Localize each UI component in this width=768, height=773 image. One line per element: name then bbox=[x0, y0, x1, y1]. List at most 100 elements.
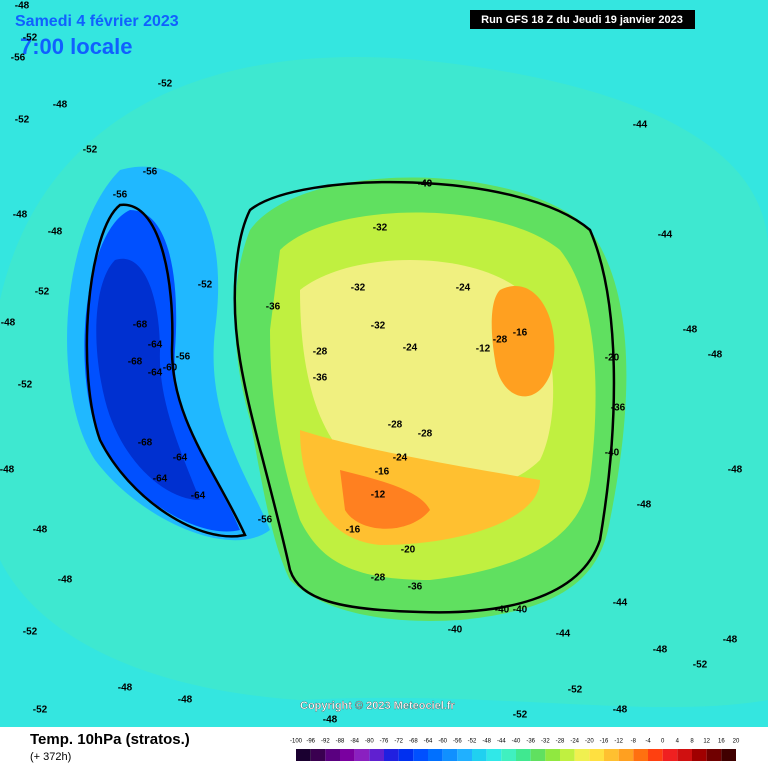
contour-label: -52 bbox=[23, 33, 38, 44]
warm-inner bbox=[300, 260, 554, 492]
contour-label: -48 bbox=[323, 715, 338, 726]
scale-swatch bbox=[589, 749, 604, 761]
scale-label: -20 bbox=[585, 739, 594, 745]
scale-swatch bbox=[530, 749, 546, 761]
contour-label: -24 bbox=[393, 453, 408, 464]
contour-label: -40 bbox=[448, 625, 463, 636]
contour-label: -52 bbox=[513, 710, 528, 721]
scale-label: -80 bbox=[365, 739, 374, 745]
contour-label: -52 bbox=[568, 685, 583, 696]
scale-label: -84 bbox=[350, 739, 359, 745]
contour-label: -40 bbox=[605, 448, 620, 459]
scale-swatch bbox=[442, 749, 458, 761]
scale-swatch bbox=[633, 749, 648, 761]
scale-swatch bbox=[296, 749, 311, 761]
contour-label: -48 bbox=[728, 465, 743, 476]
scale-swatch bbox=[721, 749, 736, 761]
scale-label: -68 bbox=[409, 739, 418, 745]
scale-swatch bbox=[560, 749, 575, 761]
contour-label: -64 bbox=[173, 453, 188, 464]
contour-label: -48 bbox=[48, 227, 63, 238]
contour-label: -44 bbox=[613, 598, 628, 609]
contour-label: -56 bbox=[258, 515, 273, 526]
scale-swatch bbox=[340, 749, 355, 761]
contour-label: -28 bbox=[313, 347, 328, 358]
lead-time: (+ 372h) bbox=[30, 751, 71, 763]
copyright: Copyright © 2023 Meteociel.fr bbox=[300, 700, 456, 712]
contour-label: -56 bbox=[11, 53, 26, 64]
contour-label: -48 bbox=[653, 645, 668, 656]
contour-label: -48 bbox=[118, 683, 133, 694]
contour-label: -68 bbox=[138, 438, 153, 449]
scale-label: -16 bbox=[600, 739, 609, 745]
contour-label: -56 bbox=[113, 190, 128, 201]
scale-swatch bbox=[706, 749, 722, 761]
scale-label: -56 bbox=[453, 739, 462, 745]
scale-label: -64 bbox=[424, 739, 433, 745]
scale-swatch bbox=[604, 749, 619, 761]
scale-swatch bbox=[648, 749, 663, 761]
contour-label: -24 bbox=[403, 343, 418, 354]
contour-label: -20 bbox=[401, 545, 416, 556]
scale-label: -52 bbox=[468, 739, 477, 745]
contour-label: -52 bbox=[15, 115, 30, 126]
scale-swatch bbox=[486, 749, 502, 761]
scale-label: -8 bbox=[631, 739, 637, 745]
contour-label: -48 bbox=[15, 1, 30, 12]
contour-label: -48 bbox=[708, 350, 723, 361]
scale-label: 0 bbox=[661, 739, 665, 745]
scale-swatch bbox=[413, 749, 428, 761]
forecast-time: 7:00 locale bbox=[20, 34, 133, 59]
contour-label: -48 bbox=[33, 525, 48, 536]
scale-swatch bbox=[428, 749, 443, 761]
scale-label: -44 bbox=[497, 739, 506, 745]
scale-label: -72 bbox=[394, 739, 403, 745]
scale-swatch bbox=[618, 749, 634, 761]
contour-label: -52 bbox=[23, 627, 38, 638]
product-title: Temp. 10hPa (stratos.) bbox=[30, 731, 190, 748]
contour-label: -36 bbox=[611, 403, 626, 414]
scale-label: -40 bbox=[512, 739, 521, 745]
scale-label: -60 bbox=[438, 739, 447, 745]
contour-label: -68 bbox=[128, 357, 143, 368]
contour-label: -52 bbox=[18, 380, 33, 391]
contour-label: -40 bbox=[418, 179, 433, 190]
scale-label: 12 bbox=[703, 739, 710, 745]
scale-swatch bbox=[310, 749, 326, 761]
contour-label: -16 bbox=[346, 525, 361, 536]
contour-label: -48 bbox=[723, 635, 738, 646]
contour-label: -40 bbox=[418, 179, 433, 190]
contour-label: -32 bbox=[371, 321, 386, 332]
contour-label: -32 bbox=[351, 283, 366, 294]
scale-label: -32 bbox=[541, 739, 550, 745]
contour-label: -16 bbox=[513, 328, 528, 339]
contour-label: -64 bbox=[148, 368, 163, 379]
contour-label: -56 bbox=[143, 167, 158, 178]
contour-label: -48 bbox=[637, 500, 652, 511]
color-scale: -100 -96 -92 -88 -84 -80 -76 -72 -68 -64 -60 -56 -52… bbox=[290, 739, 740, 761]
contour-label: -48 bbox=[178, 695, 193, 706]
scale-label: -24 bbox=[570, 739, 579, 745]
scale-label: -76 bbox=[380, 739, 389, 745]
contour-label: -28 bbox=[388, 420, 403, 431]
scale-swatch bbox=[516, 749, 531, 761]
contour-60 bbox=[85, 203, 247, 538]
contour-label: -36 bbox=[266, 302, 281, 313]
contour-label: -56 bbox=[176, 352, 191, 363]
forecast-date: Samedi 4 février 2023 bbox=[15, 13, 179, 30]
scale-label: -4 bbox=[645, 739, 651, 745]
run-box bbox=[470, 10, 695, 29]
contour-label: -44 bbox=[556, 629, 571, 640]
contour-label: -52 bbox=[33, 705, 48, 716]
scale-label: -92 bbox=[321, 739, 330, 745]
contour-40 bbox=[233, 180, 616, 614]
contour-label: -48 bbox=[1, 318, 16, 329]
scale-label: 4 bbox=[676, 739, 680, 745]
contour-label: -64 bbox=[153, 474, 168, 485]
contour-label: -48 bbox=[613, 705, 628, 716]
scale-swatch bbox=[472, 749, 487, 761]
contour-label: -40 bbox=[495, 605, 510, 616]
contour-label: -48 bbox=[0, 465, 15, 476]
contour-label: -44 bbox=[633, 120, 648, 131]
contour-label: -28 bbox=[493, 335, 508, 346]
